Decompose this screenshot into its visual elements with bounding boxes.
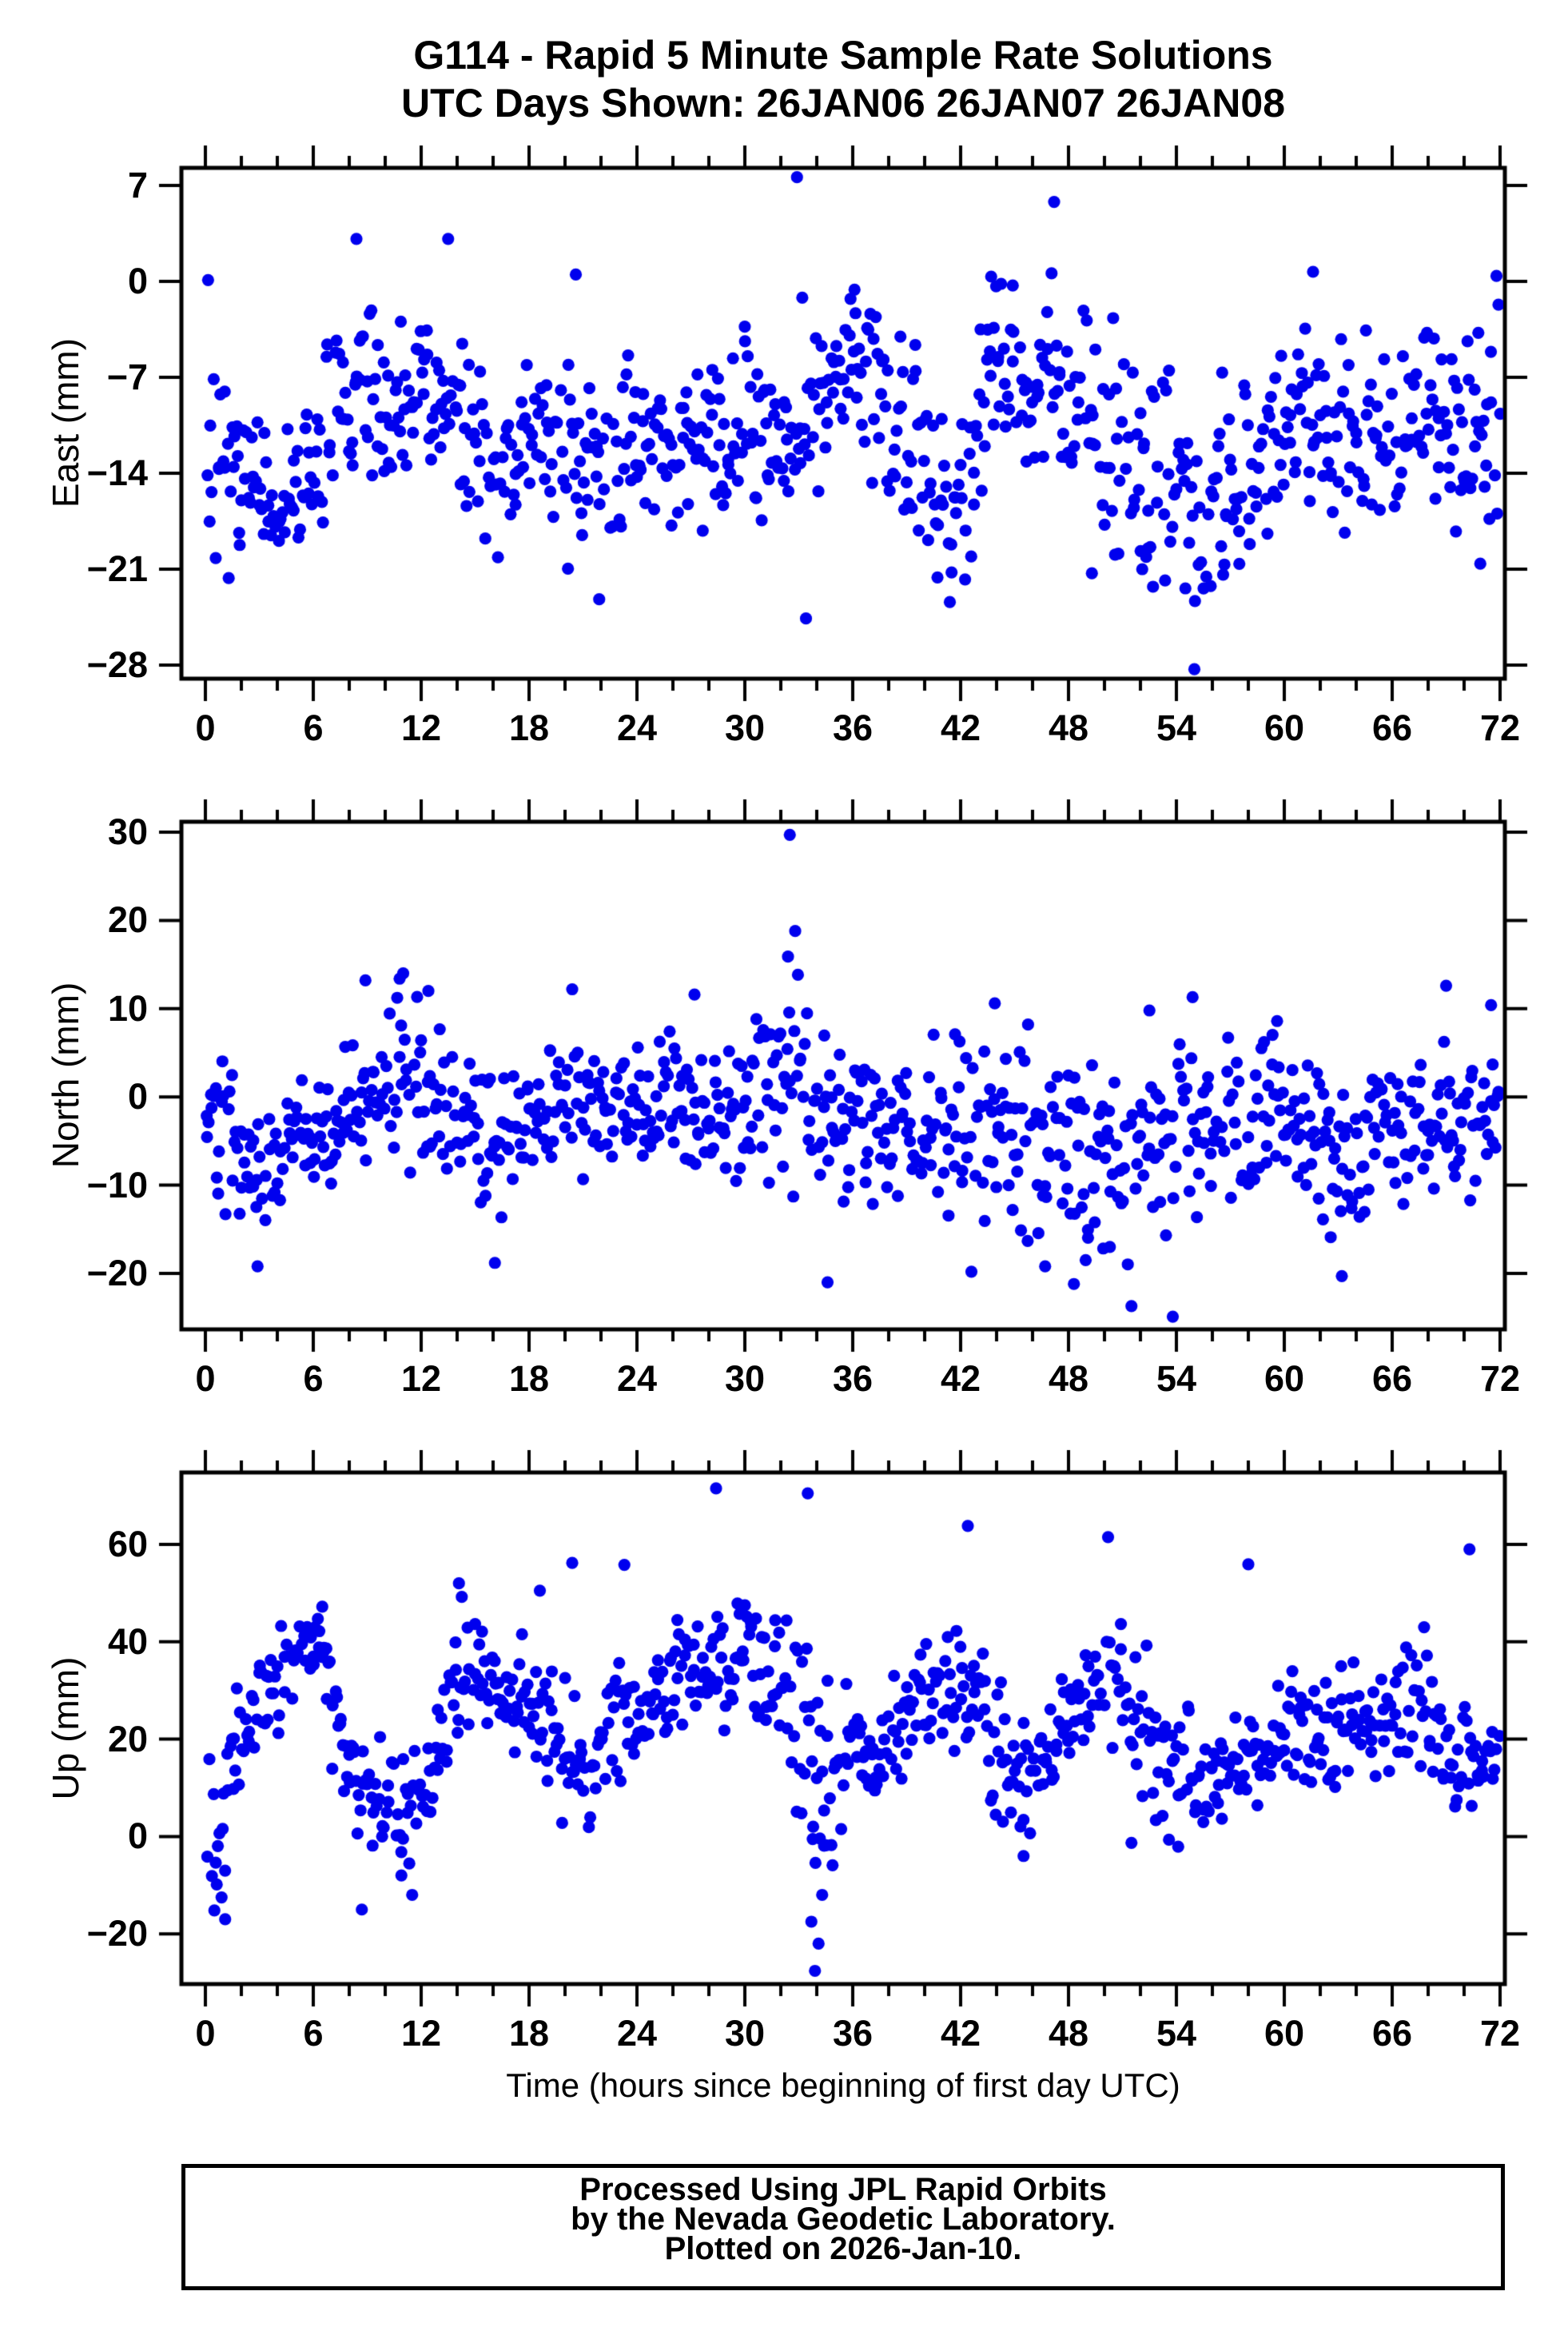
y-tick-label: 10 <box>107 987 148 1029</box>
y-tick-label: 30 <box>107 811 148 852</box>
x-tick-label: 0 <box>195 1358 216 1399</box>
footer-box: Processed Using JPL Rapid Orbits by the … <box>181 2164 1505 2290</box>
x-tick-label: 42 <box>940 707 981 748</box>
footer-line-2: by the Nevada Geodetic Laboratory. <box>571 2202 1116 2237</box>
footer-line-3: Plotted on 2026-Jan-10. <box>664 2231 1022 2266</box>
y-tick-label: 0 <box>127 1076 148 1118</box>
y-tick-label: 60 <box>107 1524 148 1564</box>
x-tick-label: 6 <box>303 2013 324 2054</box>
y-tick-label: −21 <box>86 548 148 589</box>
x-tick-label: 6 <box>303 1358 324 1399</box>
x-axis-title: Time (hours since beginning of first day… <box>506 2066 1180 2104</box>
x-tick-label: 18 <box>508 1358 550 1399</box>
y-tick-label: −28 <box>86 644 148 685</box>
y-axis-label-east: East (mm) <box>45 337 86 508</box>
x-tick-label: 60 <box>1264 707 1305 748</box>
x-tick-label: 60 <box>1264 2013 1305 2054</box>
footer-line-1: Processed Using JPL Rapid Orbits <box>579 2172 1107 2207</box>
x-tick-label: 24 <box>616 707 658 748</box>
y-axis-label-north: North (mm) <box>45 982 86 1169</box>
y-tick-label: 20 <box>107 899 148 941</box>
x-tick-label: 54 <box>1156 707 1197 748</box>
x-tick-label: 30 <box>724 707 766 748</box>
x-tick-label: 72 <box>1479 2013 1521 2054</box>
x-tick-label: 12 <box>400 707 442 748</box>
x-tick-label: 60 <box>1264 1358 1305 1399</box>
x-tick-label: 0 <box>195 707 216 748</box>
y-tick-label: 7 <box>127 165 148 205</box>
x-tick-label: 0 <box>195 2013 216 2054</box>
x-tick-label: 12 <box>400 2013 442 2054</box>
x-tick-label: 42 <box>940 2013 981 2054</box>
x-tick-label: 48 <box>1048 707 1089 748</box>
chart-subtitle: UTC Days Shown: 26JAN06 26JAN07 26JAN08 <box>400 81 1286 126</box>
x-tick-label: 36 <box>832 707 874 748</box>
x-tick-label: 66 <box>1371 2013 1413 2054</box>
x-tick-label: 12 <box>400 1358 442 1399</box>
y-tick-label: −10 <box>86 1164 148 1205</box>
y-tick-label: 40 <box>107 1620 148 1662</box>
x-tick-label: 18 <box>508 707 550 748</box>
x-tick-label: 30 <box>724 2013 766 2054</box>
y-tick-label: −20 <box>86 1253 148 1293</box>
x-tick-label: 72 <box>1479 1358 1521 1399</box>
y-tick-label: 0 <box>127 1815 148 1857</box>
y-tick-label: 20 <box>107 1718 148 1759</box>
y-tick-label: −20 <box>86 1913 148 1954</box>
x-tick-label: 66 <box>1371 707 1413 748</box>
x-tick-label: 24 <box>616 1358 658 1399</box>
x-tick-label: 48 <box>1048 1358 1089 1399</box>
chart-title: G114 - Rapid 5 Minute Sample Rate Soluti… <box>413 33 1273 78</box>
x-tick-label: 36 <box>832 1358 874 1399</box>
x-tick-label: 48 <box>1048 2013 1089 2054</box>
x-tick-label: 72 <box>1479 707 1521 748</box>
x-tick-label: 42 <box>940 1358 981 1399</box>
y-tick-label: −14 <box>86 452 148 493</box>
x-tick-label: 36 <box>832 2013 874 2054</box>
x-tick-label: 30 <box>724 1358 766 1399</box>
y-tick-label: −7 <box>106 357 148 397</box>
x-tick-label: 6 <box>303 707 324 748</box>
x-tick-label: 66 <box>1371 1358 1413 1399</box>
x-tick-label: 54 <box>1156 2013 1197 2054</box>
y-tick-label: 0 <box>127 261 148 301</box>
x-tick-label: 18 <box>508 2013 550 2054</box>
x-tick-label: 24 <box>616 2013 658 2054</box>
x-tick-label: 54 <box>1156 1358 1197 1399</box>
